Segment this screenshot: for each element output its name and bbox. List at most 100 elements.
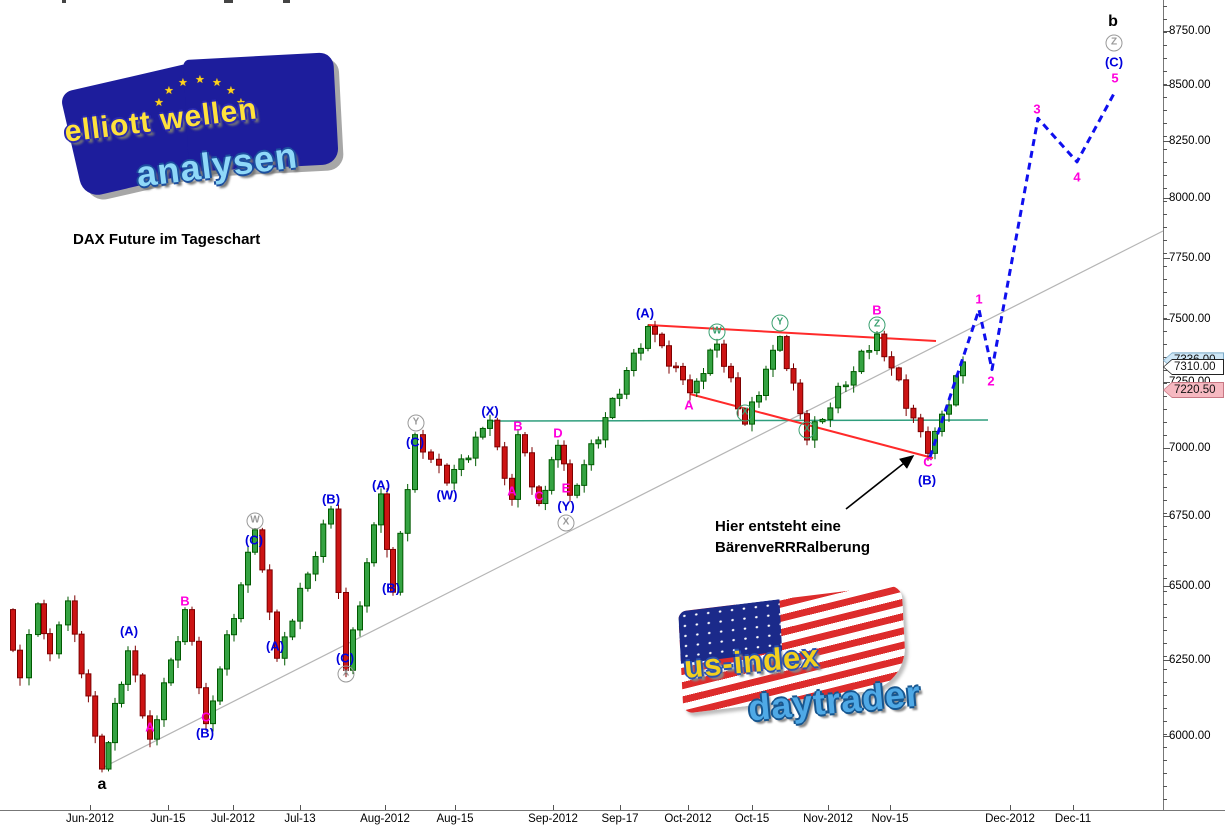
y-axis-minor-tick [1163,240,1167,241]
y-axis-minor-tick [1163,97,1167,98]
x-axis-tick [385,805,386,810]
y-axis-minor-tick [1163,435,1167,436]
wave-label: 2 [987,373,995,389]
wave-label: D [553,425,563,441]
x-axis-label: Jul-2012 [210,813,256,825]
circled-wave-label: Y [771,314,789,332]
wave-label: (B) [321,491,341,507]
x-axis-tick [1010,805,1011,810]
wave-label: 5 [1111,70,1119,86]
x-axis-label: Dec-2012 [985,813,1035,825]
y-axis-label: 7500.00 [1169,313,1211,326]
y-axis-major-tick [1163,736,1170,738]
y-axis-minor-tick [1163,474,1167,475]
x-axis-tick [300,805,301,810]
y-axis-minor-tick [1163,565,1167,566]
y-axis-minor-tick [1163,383,1167,384]
y-axis-minor-tick [1163,552,1167,553]
y-axis-minor-tick [1163,110,1167,111]
x-axis-tick [828,805,829,810]
x-axis-tick [553,805,554,810]
wave-label: (X) [481,403,499,419]
x-axis-label: Aug-15 [436,813,474,825]
y-axis-minor-tick [1163,201,1167,202]
x-axis-label: Jul-13 [284,813,316,825]
circled-wave-label: X [337,665,355,683]
star-icon: ★ [212,77,222,89]
y-axis-major-tick [1163,85,1170,87]
y-axis-minor-tick [1163,617,1167,618]
wave-label: b [1108,13,1118,30]
x-axis-label: Sep-2012 [528,813,578,825]
y-axis-minor-tick [1163,331,1167,332]
x-axis-label: Sep-17 [601,813,639,825]
wave-label: B [872,302,882,318]
y-axis-minor-tick [1163,370,1167,371]
wave-label: A [145,719,155,735]
y-axis-label: 7000.00 [1169,441,1211,454]
x-axis-tick [233,805,234,810]
wave-label: (C) [335,650,355,666]
y-axis-label: 6000.00 [1169,730,1211,743]
y-axis-minor-tick [1163,188,1167,189]
y-axis-minor-tick [1163,526,1167,527]
y-axis-minor-tick [1163,396,1167,397]
y-axis-minor-tick [1163,45,1167,46]
star-icon: ★ [195,74,205,86]
y-axis-label: 6750.00 [1169,509,1211,522]
price-tag-white: 7310.00 [1163,358,1224,375]
circled-wave-label: Y [407,414,425,432]
wave-label: (A) [371,477,391,493]
y-axis-minor-tick [1163,604,1167,605]
y-axis-major-tick [1163,586,1170,588]
wave-label: B [513,418,523,434]
y-axis-minor-tick [1163,149,1167,150]
y-axis-minor-tick [1163,32,1167,33]
chart-title: DAX Future im Tageschart [73,231,261,248]
y-axis-minor-tick [1163,682,1167,683]
x-axis-line [0,810,1225,811]
star-icon: ★ [226,85,236,97]
y-axis-major-tick [1163,198,1170,200]
wave-label: 1 [975,291,983,307]
wave-label: C [201,709,211,725]
y-axis-minor-tick [1163,799,1167,800]
y-axis-minor-tick [1163,214,1167,215]
y-axis-minor-tick [1163,513,1167,514]
wave-label: (A) [635,305,655,321]
x-axis-tick [90,805,91,810]
x-axis-label: Jun-15 [150,813,186,825]
price-tag-pink: 7220.50 [1163,382,1224,398]
wave-label: A [507,483,517,499]
y-axis-minor-tick [1163,721,1167,722]
wave-label: (B) [195,725,215,741]
y-axis-label: 6500.00 [1169,580,1211,593]
y-axis-minor-tick [1163,318,1167,319]
x-axis-tick [688,805,689,810]
brand-logo-elliott-wellen-analysen: ★ ★ ★ ★ ★ ★ ★ elliott wellen analysen [58,48,339,213]
y-axis-minor-tick [1163,422,1167,423]
y-axis-minor-tick [1163,643,1167,644]
star-icon: ★ [236,97,246,109]
wave-label: E [561,480,571,496]
x-axis-tick [168,805,169,810]
y-axis-minor-tick [1163,669,1167,670]
y-axis-minor-tick [1163,747,1167,748]
y-axis-label: 8000.00 [1169,192,1211,205]
clipped-title-fragment [62,0,66,3]
y-axis-major-tick [1163,30,1170,32]
circled-wave-label: Z [1105,34,1123,52]
y-axis-minor-tick [1163,279,1167,280]
y-axis-minor-tick [1163,162,1167,163]
y-axis-minor-tick [1163,708,1167,709]
x-axis-label: Jun-2012 [66,813,114,825]
x-axis-tick [620,805,621,810]
annotation-line2: BärenveRRRalberung [715,539,871,556]
circled-wave-label: W [246,512,264,530]
wave-label: (C) [244,532,264,548]
y-axis-minor-tick [1163,539,1167,540]
clipped-title-fragment [224,0,233,3]
y-axis-line [1163,0,1164,811]
y-axis-minor-tick [1163,253,1167,254]
y-axis-minor-tick [1163,292,1167,293]
